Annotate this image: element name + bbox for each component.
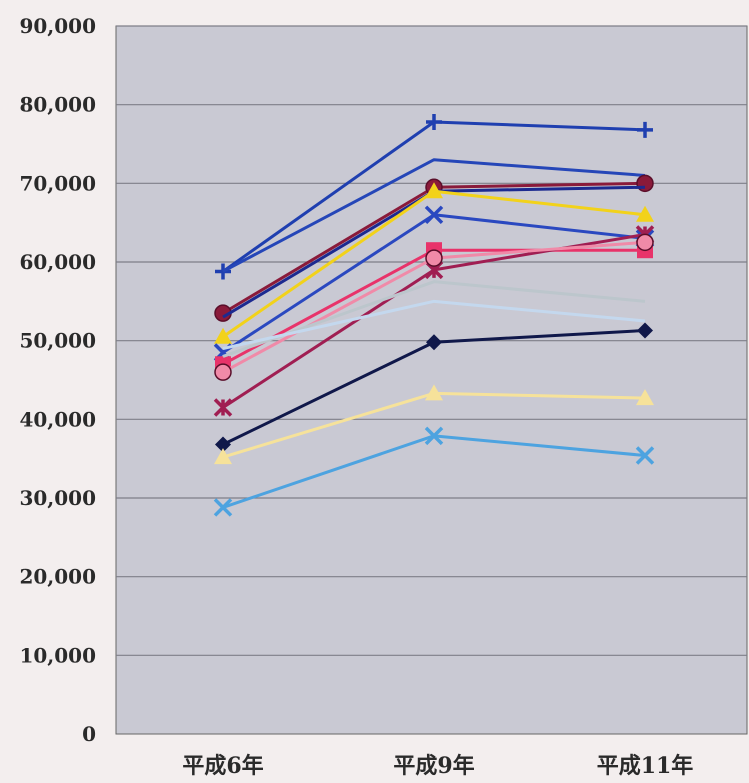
series-5 <box>214 182 654 344</box>
data-point <box>425 182 443 199</box>
data-point <box>637 322 653 339</box>
series-9 <box>214 233 654 381</box>
data-point <box>636 174 654 193</box>
data-point <box>213 498 233 517</box>
data-point <box>426 334 442 351</box>
y-tick-label: 50,000 <box>19 329 96 353</box>
data-point <box>637 121 653 138</box>
y-tick-label: 60,000 <box>19 250 96 274</box>
y-tick-label: 0 <box>82 722 96 746</box>
data-point <box>214 448 232 465</box>
y-tick-label: 10,000 <box>19 643 96 667</box>
series-2 <box>222 158 646 273</box>
y-tick-label: 80,000 <box>19 93 96 117</box>
series-line <box>222 299 646 350</box>
y-tick-label: 20,000 <box>19 565 96 589</box>
series-group <box>213 113 655 517</box>
x-axis: 平成6年 平成9年 平成11年 <box>182 753 693 779</box>
data-point <box>636 233 654 252</box>
data-point <box>425 384 443 401</box>
data-point <box>215 436 231 453</box>
data-point <box>214 327 232 344</box>
series-line <box>222 158 646 273</box>
y-tick-label: 40,000 <box>19 407 96 431</box>
data-point <box>213 398 233 417</box>
y-tick-label: 30,000 <box>19 486 96 510</box>
series-14 <box>213 426 655 517</box>
data-point <box>425 249 443 267</box>
data-point <box>424 205 444 225</box>
x-tick-label: 平成9年 <box>393 753 474 779</box>
series-11 <box>222 299 646 350</box>
plot-area <box>115 25 748 735</box>
data-point <box>426 113 442 130</box>
x-tick-label: 平成11年 <box>597 753 694 779</box>
data-point <box>635 446 655 465</box>
x-tick-label: 平成6年 <box>182 753 263 779</box>
series-1 <box>215 113 653 280</box>
y-axis: 0 10,000 20,000 30,000 40,000 50,000 60,000 70,… <box>19 14 96 746</box>
series-13 <box>214 384 654 465</box>
y-tick-label: 70,000 <box>19 171 96 195</box>
data-point <box>636 205 654 222</box>
data-point <box>214 363 232 381</box>
data-point <box>636 389 654 406</box>
y-tick-label: 90,000 <box>19 14 96 38</box>
series-12 <box>215 322 653 453</box>
data-point <box>424 426 444 446</box>
